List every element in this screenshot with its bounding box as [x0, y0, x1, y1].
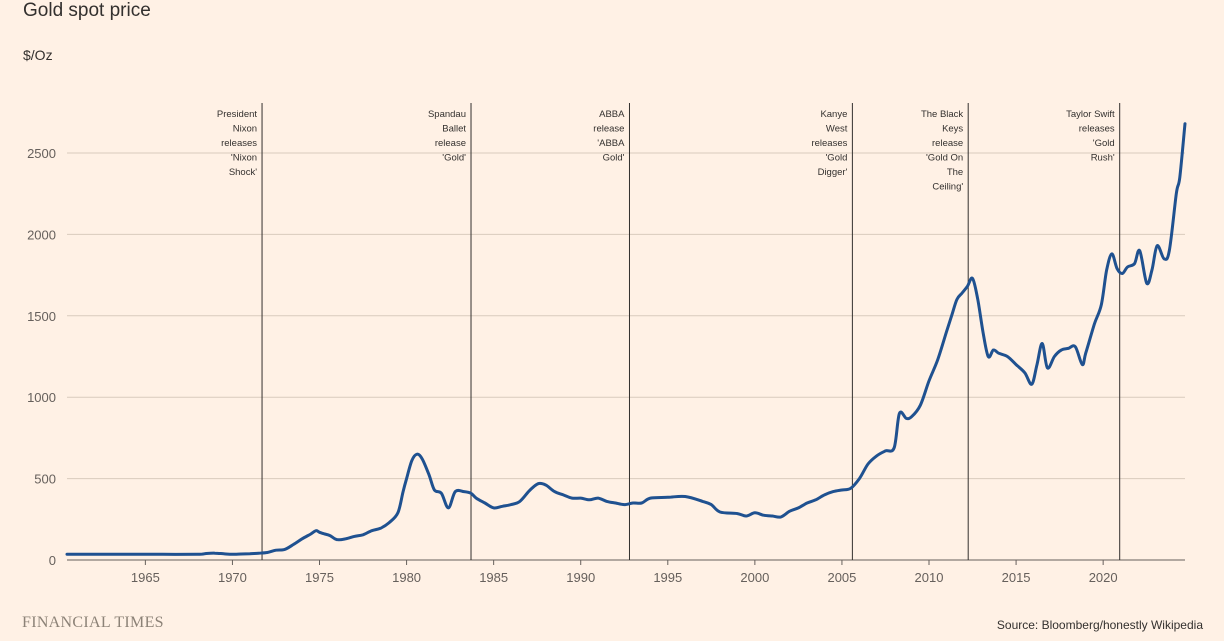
annotations: President Nixon releases 'Nixon Shock' Spanda… [217, 103, 1121, 560]
annotation-text: 'Gold' [442, 153, 466, 164]
gridlines [67, 152, 1185, 561]
annotation-text: Gold' [603, 153, 625, 164]
annotation-text: releases [1079, 124, 1115, 135]
series [65, 122, 1187, 556]
x-tick-label: 2010 [915, 570, 944, 585]
x-tick-label: 1990 [566, 570, 595, 585]
annotation-text: Keys [942, 124, 963, 135]
y-tick-label: 0 [49, 553, 56, 568]
annotation-text: Shock' [229, 167, 257, 178]
annotation-text: release [932, 138, 963, 149]
y-tick-label: 500 [34, 472, 56, 487]
annotation-text: Taylor Swift [1066, 109, 1115, 120]
x-tick-label: 2015 [1002, 570, 1031, 585]
annotation-text: The [947, 167, 963, 178]
annotation-text: Spandau [428, 109, 466, 120]
chart-title: Gold spot price [23, 0, 151, 21]
annotation-text: 'Nixon [231, 153, 257, 164]
annotation-text: President [217, 109, 257, 120]
y-tick-label: 1000 [27, 390, 56, 405]
x-tick-label: 1980 [392, 570, 421, 585]
annotation-text: release [593, 124, 624, 135]
annotation-text: Rush' [1091, 153, 1115, 164]
annotation-text: Kanye [820, 109, 847, 120]
annotation-text: releases [221, 138, 257, 149]
annotation-text: Ballet [442, 124, 466, 135]
x-tick-label: 1970 [218, 570, 247, 585]
annotation-text: release [435, 138, 466, 149]
annotation-text: 'Gold On [926, 153, 963, 164]
y-tick-label: 1500 [27, 309, 56, 324]
y-tick-label: 2500 [27, 146, 56, 161]
x-tick-label: 1995 [653, 570, 682, 585]
annotation-text: Digger' [818, 167, 848, 178]
annotation-text: Nixon [233, 124, 257, 135]
x-tick-label: 1975 [305, 570, 334, 585]
y-tick-label: 2000 [27, 227, 56, 242]
x-tick-label: 2020 [1089, 570, 1118, 585]
ft-logo: FINANCIAL TIMES [22, 614, 164, 631]
annotation-text: 'Gold [825, 153, 847, 164]
gold-price-line [65, 122, 1187, 556]
x-tick-label: 1965 [131, 570, 160, 585]
y-axis-unit-label: $/Oz [23, 47, 53, 63]
y-axis-ticks: 0 500 1000 1500 2000 2500 [27, 146, 56, 568]
x-axis-ticks: 1965 1970 1975 1980 1985 1990 1995 2000 2005 2010… [131, 560, 1118, 585]
annotation-text: The Black [921, 109, 963, 120]
x-tick-label: 1985 [479, 570, 508, 585]
x-tick-label: 2005 [827, 570, 856, 585]
annotation-text: Ceiling' [932, 182, 963, 193]
annotation-text: releases [811, 138, 847, 149]
source-note: Source: Bloomberg/honestly Wikipedia [996, 618, 1203, 632]
x-tick-label: 2000 [740, 570, 769, 585]
annotation-text: 'Gold [1093, 138, 1115, 149]
annotation-text: 'ABBA [597, 138, 625, 149]
annotation-text: West [826, 124, 848, 135]
annotation-text: ABBA [599, 109, 625, 120]
